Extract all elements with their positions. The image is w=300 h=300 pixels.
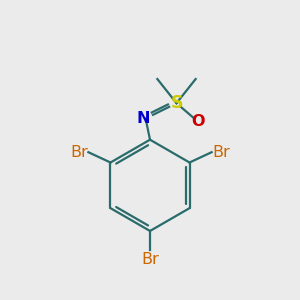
Text: O: O bbox=[191, 114, 205, 129]
Text: S: S bbox=[170, 94, 183, 112]
Text: Br: Br bbox=[212, 145, 230, 160]
Text: Br: Br bbox=[141, 252, 159, 267]
Text: N: N bbox=[136, 111, 150, 126]
Text: Br: Br bbox=[70, 145, 88, 160]
